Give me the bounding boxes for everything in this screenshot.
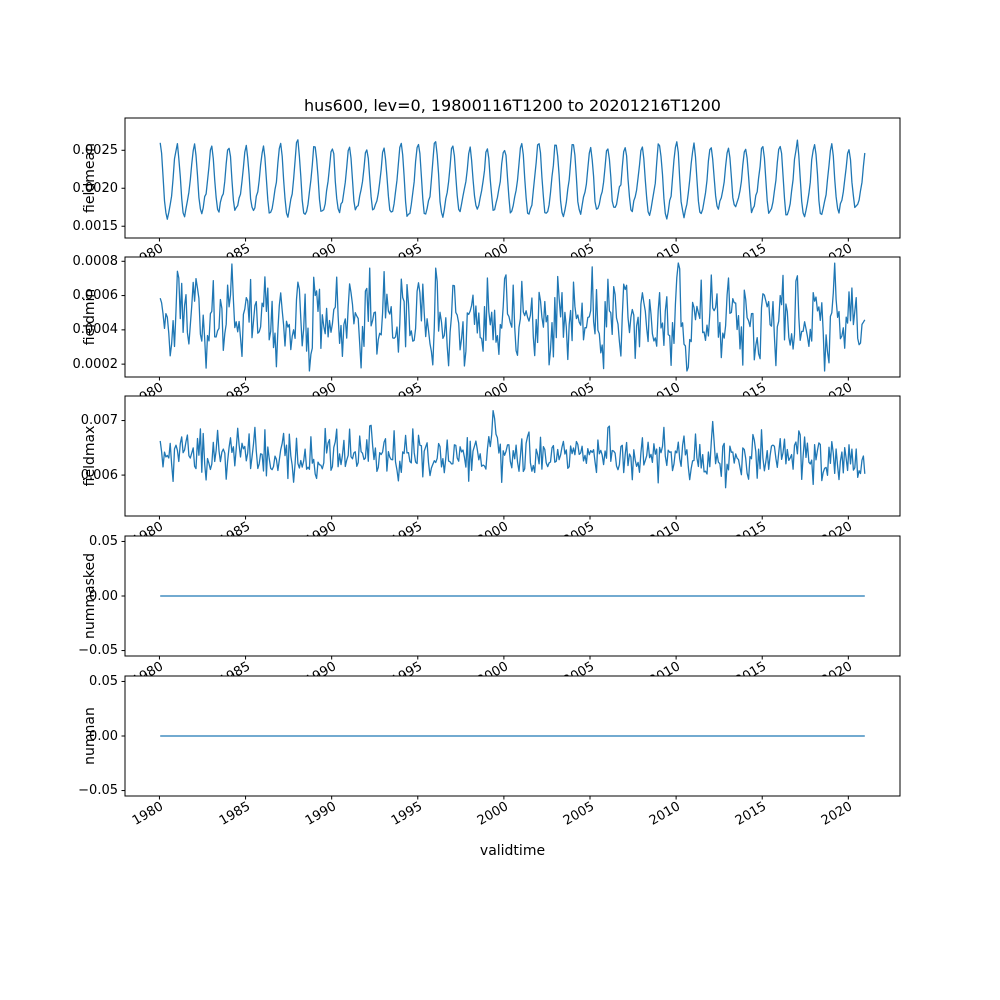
x-tick-label: 1980 — [130, 799, 167, 829]
subplot-nummasked: nummasked −0.05 0.00 0.05 1980 1985 1990 1995 2… — [0, 534, 1000, 689]
y-tick-label: 0.0002 — [72, 357, 119, 372]
x-tick-label: 2020 — [819, 799, 856, 829]
subplot-fieldmean: fieldmean 0.0015 0.0020 0.0025 1980 1985 1990… — [0, 117, 1000, 271]
axes-fieldmax — [121, 395, 901, 520]
axes-nummasked — [121, 535, 901, 660]
tick-marks — [121, 540, 849, 660]
data-line — [159, 262, 866, 372]
y-tick-label: 0.0020 — [72, 181, 119, 196]
chart-title: hus600, lev=0, 19800116T1200 to 20201216… — [304, 96, 721, 115]
y-tick-label: 0.0006 — [72, 288, 119, 303]
y-tick-label: 0.0015 — [72, 219, 119, 234]
y-tick-label: 0.006 — [80, 468, 118, 483]
subplot-fieldmax: fieldmax 0.006 0.007 1980 1985 1990 1995 2000 2… — [0, 395, 1000, 549]
axes-background — [125, 118, 900, 238]
y-tick-label: 0.007 — [80, 413, 118, 428]
y-tick-label: 0.00 — [89, 729, 118, 744]
subplot-fieldmin: fieldmin 0.0002 0.0004 0.0006 0.0008 1980 198… — [0, 254, 1000, 410]
tick-marks — [121, 680, 849, 800]
x-tick-label: 2005 — [560, 799, 597, 829]
axes-fieldmin — [121, 256, 901, 381]
axes-frame — [124, 117, 901, 239]
data-line — [159, 139, 866, 220]
x-tick-label: 1985 — [216, 799, 253, 829]
y-tick-label: 0.00 — [89, 589, 118, 604]
x-tick-label: 2010 — [646, 799, 684, 829]
tick-marks — [121, 420, 849, 520]
y-tick-label: 0.05 — [89, 674, 118, 689]
x-tick-label: 1990 — [302, 799, 339, 829]
y-tick-label: 0.0008 — [72, 254, 119, 269]
tick-marks — [121, 260, 849, 381]
x-tick-label: 2000 — [474, 799, 511, 829]
y-tick-label: −0.05 — [78, 643, 118, 658]
axes-fieldmean — [121, 117, 901, 242]
axes-numnan — [121, 675, 901, 800]
axes-frame — [124, 675, 901, 797]
axes-frame — [124, 256, 901, 378]
axes-frame — [124, 395, 901, 517]
x-axis-label: validtime — [479, 843, 546, 859]
tick-marks — [121, 149, 849, 242]
data-line — [159, 409, 866, 489]
x-tick-label: 1995 — [388, 799, 425, 829]
subplot-numnan: numnan −0.05 0.00 0.05 1980 1985 1990 1995 2000… — [0, 674, 1000, 829]
x-tick-label: 2015 — [733, 799, 770, 829]
axes-frame — [124, 535, 901, 657]
y-tick-label: 0.0025 — [72, 143, 119, 158]
y-tick-label: −0.05 — [78, 783, 118, 798]
y-tick-label: 0.0004 — [72, 322, 119, 337]
y-tick-label: 0.05 — [89, 534, 118, 549]
